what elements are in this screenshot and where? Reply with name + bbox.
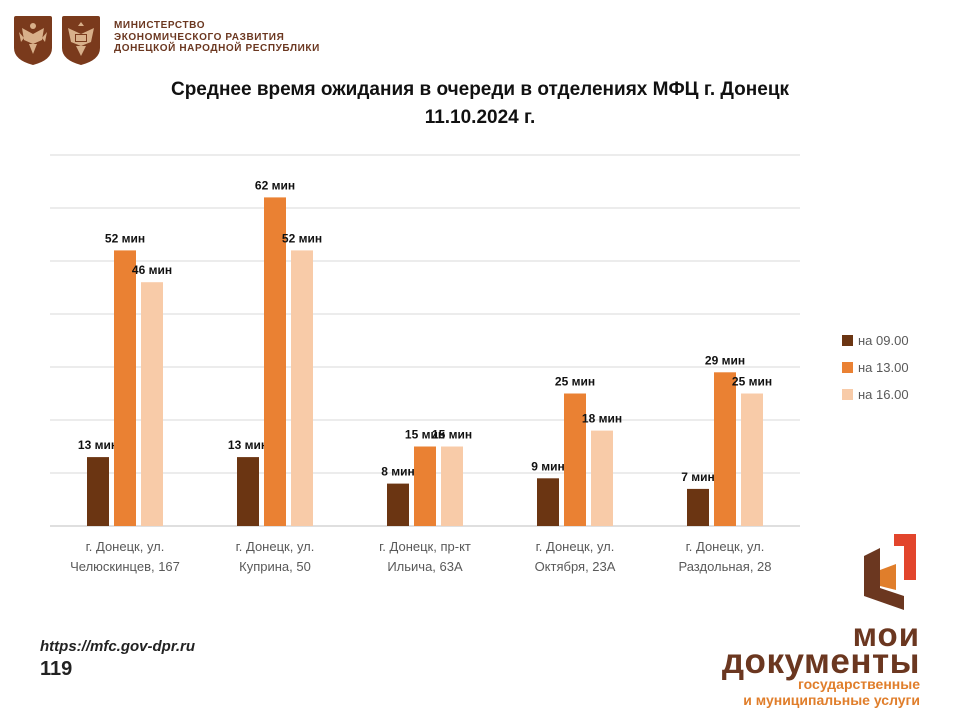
legend-swatch [842,335,853,346]
x-tick-label: г. Донецк, ул. [86,539,165,554]
header: МИНИСТЕРСТВО ЭКОНОМИЧЕСКОГО РАЗВИТИЯ ДОН… [12,14,320,68]
ministry-line-1: МИНИСТЕРСТВО [114,20,206,31]
bar [564,393,586,526]
russia-emblem-icon [12,14,54,66]
x-tick-label: Куприна, 50 [239,559,311,574]
x-tick-label: Челюскинцев, 167 [70,559,180,574]
x-tick-label: г. Донецк, пр-кт [379,539,471,554]
legend-swatch [842,362,853,373]
legend-label: на 13.00 [858,360,909,375]
data-label: 13 мин [78,438,118,452]
x-tick-label: Октября, 23А [535,559,616,574]
bar [87,457,109,526]
chart-title: Среднее время ожидания в очереди в отдел… [0,76,960,132]
data-label: 7 мин [681,470,715,484]
brand-subtitle-1: государственные [798,676,920,692]
bar [237,457,259,526]
data-label: 29 мин [705,353,745,367]
moi-dokumenty-logo: мои документы государственные и муниципа… [690,530,920,710]
bar [741,393,763,526]
x-tick-label: Раздольная, 28 [678,559,771,574]
brand-word-moi: мои [852,616,920,653]
ministry-name: МИНИСТЕРСТВО ЭКОНОМИЧЕСКОГО РАЗВИТИЯ ДОН… [114,20,320,55]
data-label: 8 мин [381,465,415,479]
moi-dokumenty-mark-icon [864,534,916,610]
x-tick-label: Ильича, 63А [387,559,463,574]
legend-label: на 16.00 [858,387,909,402]
bar-chart: 13 мин 52 мин 46 мин г. Донецк, ул. Челюскин… [50,154,909,574]
bar [591,430,613,526]
chart-title-line-2: 11.10.2024 г. [424,107,536,128]
bar [714,372,736,526]
data-label: 9 мин [531,459,565,473]
bar [114,250,136,526]
data-label: 62 мин [255,178,295,192]
brand-subtitle-2: и муниципальные услуги [743,692,920,708]
chart-title-line-1: Среднее время ожидания в очереди в отдел… [170,79,790,100]
dpr-emblem-icon [60,14,102,66]
bar [441,446,463,526]
ministry-line-2: ЭКОНОМИЧЕСКОГО РАЗВИТИЯ [114,31,285,43]
bar [264,197,286,526]
data-label: 15 мин [405,428,445,442]
x-tick-label: г. Донецк, ул. [236,539,315,554]
bar [687,488,709,526]
ministry-line-3: ДОНЕЦКОЙ НАРОДНОЙ РЕСПУБЛИКИ [114,43,320,54]
x-tick-label: г. Донецк, ул. [536,539,615,554]
x-tick-label: г. Донецк, ул. [686,539,765,554]
legend-label: на 09.00 [858,333,909,348]
bar [537,478,559,526]
brand-word-dokumenty: документы [721,642,920,681]
bar [291,250,313,526]
website-url[interactable]: https://mfc.gov-dpr.ru [40,638,195,655]
bar [414,446,436,526]
bar [387,483,409,526]
data-label: 52 мин [105,231,145,245]
bar [141,282,163,526]
data-label: 25 мин [732,375,772,389]
data-label: 46 мин [132,263,172,277]
data-label: 52 мин [282,231,322,245]
data-label: 25 мин [555,375,595,389]
data-label: 18 мин [582,412,622,426]
legend-swatch [842,389,853,400]
data-label: 13 мин [228,438,268,452]
data-label: 15 мин [432,428,472,442]
page-number: 119 [40,658,73,680]
